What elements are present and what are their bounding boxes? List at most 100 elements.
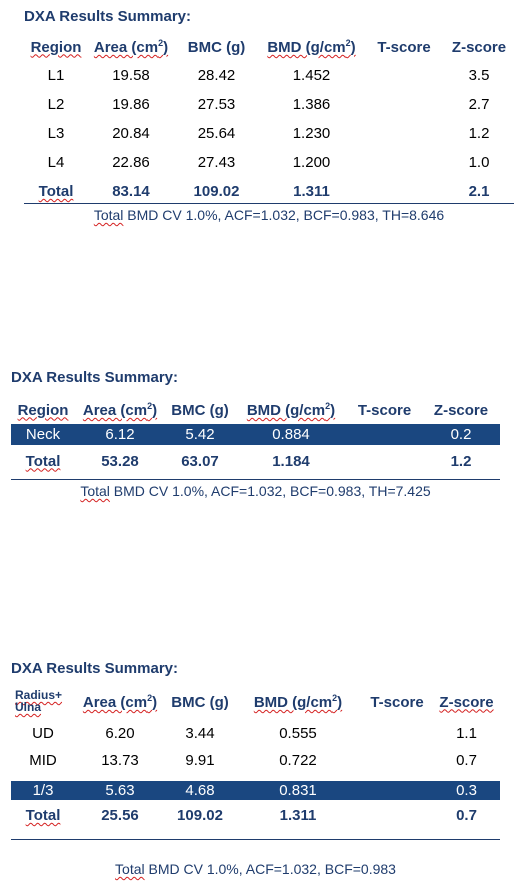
cell-zscore: 0.7 <box>456 807 477 824</box>
cell-area: 5.63 <box>75 781 165 800</box>
cell-zscore: 1.2 <box>450 452 472 470</box>
cell-zscore: 1.0 <box>468 154 490 171</box>
cell-area: 6.12 <box>75 424 165 445</box>
cell-zscore: 1.2 <box>468 125 490 142</box>
cell-zscore: 2.1 <box>468 183 490 200</box>
cell-area: 19.86 <box>112 96 150 113</box>
header-zscore: Z-score <box>433 401 489 419</box>
cell-bmd: 0.555 <box>279 724 317 742</box>
table-row-neck: Neck 6.12 5.42 0.884 0.2 <box>11 424 500 445</box>
section-title: DXA Results Summary: <box>11 660 178 677</box>
results-table: Radius+ Ulna Area (cm2) BMC (g) BMD (g/cm… <box>11 685 500 831</box>
cell-area: 25.56 <box>101 807 139 824</box>
cell-bmd: 0.831 <box>235 781 361 800</box>
title-text: DXA Results Summary: <box>11 369 178 386</box>
cell-bmc: 9.91 <box>185 752 215 769</box>
dxa-summary-hip: DXA Results Summary: Region Area (cm2) B… <box>0 360 525 510</box>
cell-region: L1 <box>47 67 65 84</box>
header-bmd: BMD (g/cm2) <box>267 38 356 56</box>
section-title: DXA Results Summary: <box>11 369 178 386</box>
cell-bmd: 1.230 <box>292 125 331 142</box>
cell-bmc: 25.64 <box>197 125 236 142</box>
cell-tscore <box>347 445 422 477</box>
cell-bmc: 5.42 <box>165 424 235 445</box>
cell-area: 19.58 <box>112 67 150 84</box>
footnote: Total BMD CV 1.0%, ACF=1.032, BCF=0.983 <box>115 861 396 877</box>
cell-area: 13.73 <box>101 752 139 769</box>
results-table: Region Area (cm2) BMC (g) BMD (g/cm2) T-… <box>24 33 514 206</box>
cell-bmc: 109.02 <box>193 183 240 200</box>
cell-tscore <box>361 800 433 831</box>
cell-bmc: 27.43 <box>197 154 236 171</box>
divider <box>11 479 500 480</box>
header-area: Area (cm2) <box>93 38 169 56</box>
table-row-l4: L4 22.86 27.43 1.200 1.0 <box>24 148 514 177</box>
cell-tscore <box>361 747 433 774</box>
cell-bmc: 28.42 <box>197 67 236 84</box>
title-text: DXA Results Summary: <box>24 8 191 25</box>
table-header-row: Radius+ Ulna Area (cm2) BMC (g) BMD (g/cm… <box>11 685 500 719</box>
header-tscore: T-score <box>377 38 431 56</box>
header-bmc: BMC (g) <box>187 38 246 56</box>
section-title: DXA Results Summary: <box>24 8 191 25</box>
dxa-summary-forearm: DXA Results Summary: Radius+ Ulna Area (c… <box>0 650 525 890</box>
cell-tscore <box>364 119 444 148</box>
dxa-summary-spine: DXA Results Summary: Region Area (cm2) B… <box>0 0 525 240</box>
header-bmd: BMD (g/cm2) <box>253 693 343 711</box>
cell-region: L2 <box>47 96 65 113</box>
divider <box>11 839 500 840</box>
cell-tscore <box>364 90 444 119</box>
cell-zscore: 1.1 <box>456 724 477 742</box>
cell-bmc: 3.44 <box>185 724 215 742</box>
cell-region: UD <box>32 724 54 742</box>
cell-tscore <box>361 719 433 747</box>
table-header-row: Region Area (cm2) BMC (g) BMD (g/cm2) T-… <box>11 396 500 424</box>
header-region: Region <box>30 38 82 56</box>
header-zscore: Z-score <box>439 693 494 711</box>
cell-tscore <box>364 61 444 90</box>
table-row-mid: MID 13.73 9.91 0.722 0.7 <box>11 747 500 774</box>
cell-zscore: 2.7 <box>468 96 490 113</box>
cell-region: Neck <box>11 424 75 445</box>
header-tscore: T-score <box>357 401 412 419</box>
cell-region: MID <box>29 752 57 769</box>
table-row-l1: L1 19.58 28.42 1.452 3.5 <box>24 61 514 90</box>
table-row-total: Total 53.28 63.07 1.184 1.2 <box>11 445 500 477</box>
cell-region: L3 <box>47 125 65 142</box>
table-row-l3: L3 20.84 25.64 1.230 1.2 <box>24 119 514 148</box>
cell-bmd: 1.200 <box>292 154 331 171</box>
header-zscore: Z-score <box>451 38 507 56</box>
header-bmc: BMC (g) <box>171 693 229 711</box>
cell-bmd: 1.386 <box>292 96 331 113</box>
table-spacer <box>11 774 500 781</box>
header-area: Area (cm2) <box>82 401 158 419</box>
cell-region: Total <box>25 452 61 470</box>
header-bmc: BMC (g) <box>171 401 229 419</box>
cell-area: 6.20 <box>105 724 135 742</box>
header-region: Region <box>17 401 69 419</box>
cell-bmc: 4.68 <box>165 781 235 800</box>
cell-bmc: 63.07 <box>181 452 219 470</box>
cell-zscore: 0.3 <box>433 781 500 800</box>
table-row-l2: L2 19.86 27.53 1.386 2.7 <box>24 90 514 119</box>
table-row-one-third: 1/3 5.63 4.68 0.831 0.3 <box>11 781 500 800</box>
cell-region: Total <box>38 183 74 200</box>
cell-bmd: 0.884 <box>235 424 347 445</box>
cell-bmd: 1.311 <box>279 807 317 824</box>
cell-area: 22.86 <box>112 154 150 171</box>
cell-bmd: 0.722 <box>279 752 317 769</box>
cell-bmc: 27.53 <box>197 96 236 113</box>
cell-bmd: 1.184 <box>272 452 310 470</box>
header-bmd: BMD (g/cm2) <box>246 401 336 419</box>
cell-area: 20.84 <box>112 125 150 142</box>
divider <box>24 203 514 204</box>
table-row-total: Total 25.56 109.02 1.311 0.7 <box>11 800 500 831</box>
table-header-row: Region Area (cm2) BMC (g) BMD (g/cm2) T-… <box>24 33 514 61</box>
cell-region: L4 <box>47 154 65 171</box>
cell-bmc: 109.02 <box>177 807 223 824</box>
cell-bmd: 1.311 <box>293 183 330 200</box>
header-area: Area (cm2) <box>82 693 158 711</box>
cell-zscore: 0.7 <box>456 752 477 769</box>
footnote: Total BMD CV 1.0%, ACF=1.032, BCF=0.983,… <box>80 483 431 499</box>
cell-tscore <box>364 177 444 206</box>
